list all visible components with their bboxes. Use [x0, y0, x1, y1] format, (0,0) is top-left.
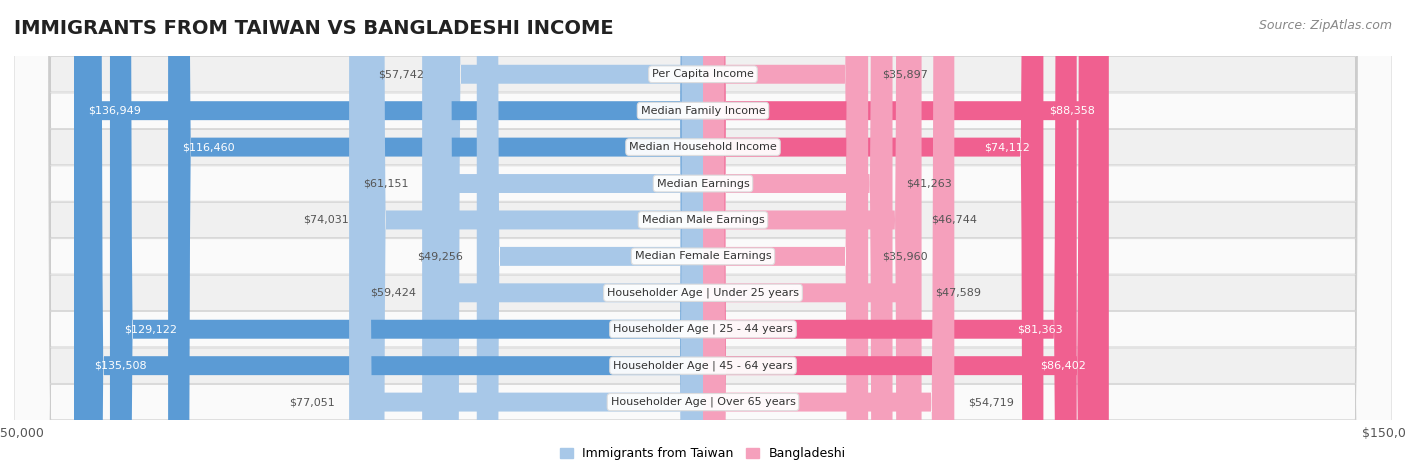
Text: $35,897: $35,897: [882, 69, 928, 79]
FancyBboxPatch shape: [14, 0, 1392, 467]
FancyBboxPatch shape: [14, 0, 1392, 467]
FancyBboxPatch shape: [75, 0, 703, 467]
Text: $81,363: $81,363: [1018, 324, 1063, 334]
Text: $74,031: $74,031: [304, 215, 349, 225]
Text: Householder Age | 45 - 64 years: Householder Age | 45 - 64 years: [613, 361, 793, 371]
Text: $135,508: $135,508: [94, 361, 148, 371]
Text: $41,263: $41,263: [907, 178, 952, 189]
Text: IMMIGRANTS FROM TAIWAN VS BANGLADESHI INCOME: IMMIGRANTS FROM TAIWAN VS BANGLADESHI IN…: [14, 19, 613, 38]
Text: $129,122: $129,122: [124, 324, 177, 334]
FancyBboxPatch shape: [703, 0, 921, 467]
FancyBboxPatch shape: [363, 0, 703, 467]
Text: $61,151: $61,151: [363, 178, 408, 189]
Text: Householder Age | Under 25 years: Householder Age | Under 25 years: [607, 288, 799, 298]
FancyBboxPatch shape: [14, 0, 1392, 467]
FancyBboxPatch shape: [14, 0, 1392, 467]
FancyBboxPatch shape: [703, 0, 955, 467]
FancyBboxPatch shape: [703, 0, 893, 467]
Text: $86,402: $86,402: [1040, 361, 1085, 371]
FancyBboxPatch shape: [14, 0, 1392, 467]
Text: Per Capita Income: Per Capita Income: [652, 69, 754, 79]
Text: $77,051: $77,051: [290, 397, 336, 407]
Text: Householder Age | 25 - 44 years: Householder Age | 25 - 44 years: [613, 324, 793, 334]
Text: $47,589: $47,589: [935, 288, 981, 298]
Text: $49,256: $49,256: [418, 251, 463, 262]
Text: $74,112: $74,112: [984, 142, 1029, 152]
Text: Source: ZipAtlas.com: Source: ZipAtlas.com: [1258, 19, 1392, 32]
Text: Median Household Income: Median Household Income: [628, 142, 778, 152]
Text: Median Family Income: Median Family Income: [641, 106, 765, 116]
Legend: Immigrants from Taiwan, Bangladeshi: Immigrants from Taiwan, Bangladeshi: [555, 442, 851, 465]
FancyBboxPatch shape: [80, 0, 703, 467]
FancyBboxPatch shape: [422, 0, 703, 467]
FancyBboxPatch shape: [110, 0, 703, 467]
FancyBboxPatch shape: [14, 0, 1392, 467]
Text: $59,424: $59,424: [370, 288, 416, 298]
Text: $116,460: $116,460: [181, 142, 235, 152]
FancyBboxPatch shape: [703, 0, 918, 467]
Text: $46,744: $46,744: [931, 215, 977, 225]
Text: $136,949: $136,949: [87, 106, 141, 116]
Text: Median Earnings: Median Earnings: [657, 178, 749, 189]
FancyBboxPatch shape: [703, 0, 1077, 467]
FancyBboxPatch shape: [703, 0, 1109, 467]
Text: $88,358: $88,358: [1049, 106, 1095, 116]
Text: Median Female Earnings: Median Female Earnings: [634, 251, 772, 262]
Text: $54,719: $54,719: [969, 397, 1014, 407]
FancyBboxPatch shape: [14, 0, 1392, 467]
FancyBboxPatch shape: [14, 0, 1392, 467]
FancyBboxPatch shape: [437, 0, 703, 467]
FancyBboxPatch shape: [349, 0, 703, 467]
FancyBboxPatch shape: [169, 0, 703, 467]
FancyBboxPatch shape: [703, 0, 868, 467]
FancyBboxPatch shape: [703, 0, 868, 467]
Text: $57,742: $57,742: [378, 69, 425, 79]
FancyBboxPatch shape: [477, 0, 703, 467]
Text: $35,960: $35,960: [882, 251, 928, 262]
FancyBboxPatch shape: [430, 0, 703, 467]
Text: Median Male Earnings: Median Male Earnings: [641, 215, 765, 225]
FancyBboxPatch shape: [703, 0, 1043, 467]
FancyBboxPatch shape: [14, 0, 1392, 467]
FancyBboxPatch shape: [14, 0, 1392, 467]
FancyBboxPatch shape: [703, 0, 1099, 467]
Text: Householder Age | Over 65 years: Householder Age | Over 65 years: [610, 397, 796, 407]
